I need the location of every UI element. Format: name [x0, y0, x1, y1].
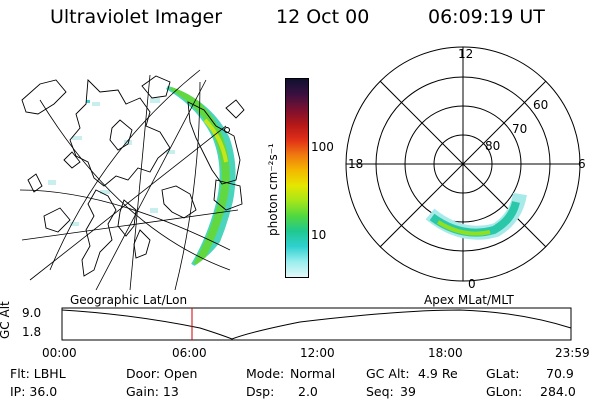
polar-label-12: 12 [458, 47, 473, 61]
timeline-tick-0000: 00:00 [42, 346, 77, 360]
timeline-tick-1800: 18:00 [428, 346, 463, 360]
polar-aurora [425, 192, 527, 240]
timeline-tick-1200: 12:00 [300, 346, 335, 360]
observation-date: 12 Oct 00 [276, 6, 370, 28]
colorbar [285, 78, 309, 278]
gain-status: Gain: 13 [126, 384, 179, 399]
polar-diagonal-2 [379, 80, 547, 248]
timeline-plot [61, 307, 572, 341]
colorbar-gradient [286, 79, 308, 277]
observation-time: 06:09:19 UT [428, 6, 545, 28]
seq-value: 39 [400, 384, 416, 399]
timeline-tick-2359: 23:59 [555, 346, 590, 360]
colorbar-unit-label: photon cm⁻²s⁻¹ [266, 143, 280, 236]
polar-label-0: 0 [468, 277, 476, 291]
polar-label-70: 70 [512, 122, 527, 136]
polar-plot: 12 18 6 0 60 70 80 [345, 46, 586, 291]
colorbar-tick-100: 100 [311, 140, 334, 154]
timeline-left-title: Geographic Lat/Lon [70, 293, 188, 307]
coastlines [21, 75, 245, 277]
door-status: Door: Open [126, 366, 198, 381]
altitude-curve [61, 309, 572, 340]
polar-label-18: 18 [348, 157, 363, 171]
glat-value: 70.9 [546, 366, 574, 381]
glon-value: 284.0 [540, 384, 576, 399]
glon-label: GLon: [486, 384, 523, 399]
gc-alt-value: 4.9 Re [418, 366, 458, 381]
subsatellite-marker [224, 127, 230, 133]
timeline-ymax: 9.0 [22, 306, 42, 320]
timeline-ymin: 1.8 [22, 325, 42, 339]
mode-label: Mode: [246, 366, 285, 381]
polar-label-80: 80 [485, 139, 500, 153]
timeline-right-title: Apex MLat/MLT [424, 293, 514, 307]
seq-label: Seq: [366, 384, 394, 399]
dsp-value: 2.0 [298, 384, 318, 399]
geographic-map [19, 69, 245, 290]
mode-value: Normal [290, 366, 336, 381]
glat-label: GLat: [486, 366, 520, 381]
timeline-frame [61, 307, 572, 341]
filter-status: Flt: LBHL [10, 366, 66, 381]
dsp-label: Dsp: [246, 384, 275, 399]
polar-label-6: 6 [578, 157, 586, 171]
timeline-tick-0600: 06:00 [172, 346, 207, 360]
instrument-title: Ultraviolet Imager [50, 6, 223, 28]
colorbar-tick-10: 10 [311, 228, 327, 242]
polar-label-60: 60 [533, 98, 548, 112]
ip-status: IP: 36.0 [10, 384, 58, 399]
gc-alt-label: GC Alt: [366, 366, 410, 381]
